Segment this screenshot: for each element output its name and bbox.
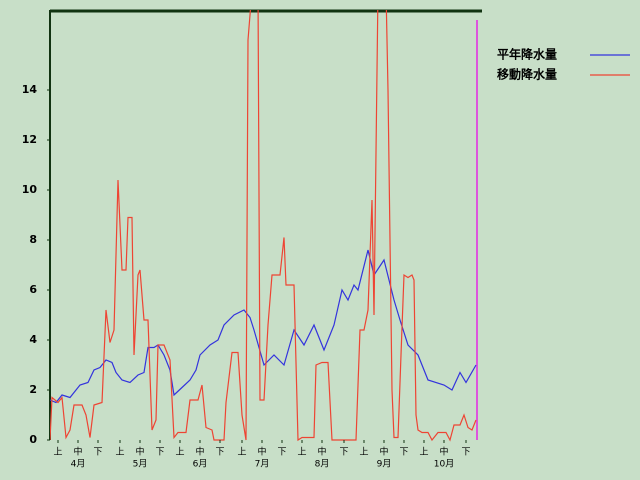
y-tick-label: 6 xyxy=(29,283,37,296)
x-tick-label: 上 xyxy=(297,447,306,458)
x-tick-label: 中 xyxy=(195,446,204,458)
y-tick-label: 10 xyxy=(22,183,38,196)
month-label: 6月 xyxy=(193,459,208,470)
y-tick-label: 0 xyxy=(29,433,37,446)
x-tick-label: 下 xyxy=(339,448,348,458)
legend-label: 平年降水量 xyxy=(497,47,557,62)
x-tick-label: 中 xyxy=(439,446,448,458)
x-tick-label: 中 xyxy=(135,446,144,458)
x-tick-label: 下 xyxy=(277,448,286,458)
x-tick-label: 上 xyxy=(359,447,368,458)
month-label: 9月 xyxy=(377,459,392,470)
x-tick-label: 中 xyxy=(317,446,326,458)
series-line xyxy=(50,10,477,442)
x-tick-label: 上 xyxy=(175,447,184,458)
month-label: 10月 xyxy=(434,459,454,470)
x-tick-label: 上 xyxy=(53,447,62,458)
y-tick-label: 14 xyxy=(22,83,38,96)
x-tick-label: 下 xyxy=(399,448,408,458)
month-label: 7月 xyxy=(255,459,270,470)
month-label: 8月 xyxy=(315,459,330,470)
legend-label: 移動降水量 xyxy=(497,67,557,82)
y-tick-label: 2 xyxy=(29,383,37,396)
x-tick-label: 下 xyxy=(461,448,470,458)
x-tick-label: 下 xyxy=(215,448,224,458)
x-tick-label: 中 xyxy=(379,446,388,458)
x-tick-label: 上 xyxy=(115,447,124,458)
month-label: 4月 xyxy=(71,459,86,470)
x-tick-label: 中 xyxy=(257,446,266,458)
y-tick-label: 4 xyxy=(29,333,37,346)
y-tick-label: 8 xyxy=(29,233,37,246)
x-tick-label: 上 xyxy=(419,447,428,458)
x-tick-label: 下 xyxy=(93,448,102,458)
x-tick-label: 上 xyxy=(237,447,246,458)
y-tick-label: 12 xyxy=(22,133,37,146)
month-label: 5月 xyxy=(133,459,148,470)
x-tick-label: 中 xyxy=(73,446,82,458)
x-tick-label: 下 xyxy=(155,448,164,458)
